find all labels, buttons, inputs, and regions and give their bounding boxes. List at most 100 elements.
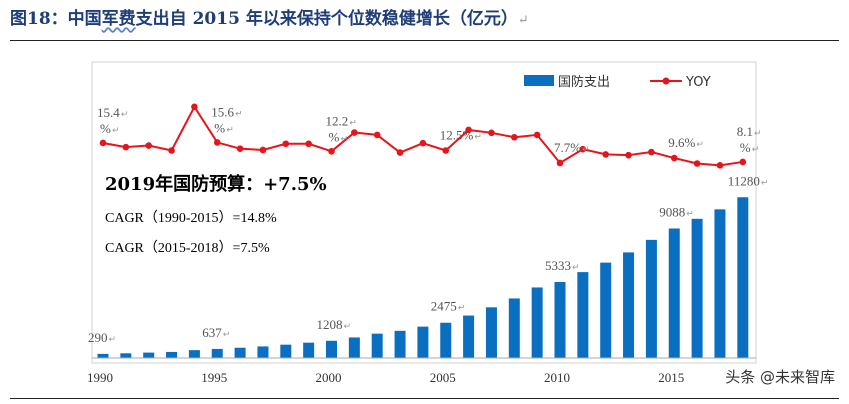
figure-title-underlined: 军费 bbox=[101, 9, 136, 29]
bar-2002 bbox=[371, 333, 383, 358]
yoy-point-1999 bbox=[305, 140, 312, 148]
yoy-point-2009 bbox=[533, 131, 541, 139]
bar-1995 bbox=[211, 348, 223, 358]
bar-2003 bbox=[394, 330, 406, 358]
legend-line-label: YOY bbox=[685, 75, 711, 90]
bottom-rule bbox=[10, 398, 839, 399]
bar-label-mark-2018: ↵ bbox=[761, 178, 769, 188]
yoy-point-2012 bbox=[602, 151, 609, 158]
bar-2000 bbox=[326, 340, 337, 358]
bar-1993 bbox=[166, 351, 178, 358]
yoy-label-2010: 7.7% bbox=[554, 140, 581, 155]
yoy-label-1995: 15.6 bbox=[211, 104, 234, 119]
top-rule bbox=[10, 40, 839, 41]
annotation-cagr-1: CAGR（1990-2015）=14.8% bbox=[105, 210, 277, 226]
bar-label-2015: 9088 bbox=[659, 204, 685, 219]
legend-line-marker bbox=[662, 77, 670, 85]
yoy-point-1995 bbox=[213, 139, 221, 146]
annotation-cagr-2: CAGR（2015-2018）=7.5% bbox=[105, 240, 270, 256]
bar-1994 bbox=[188, 350, 200, 358]
yoy-label-2000: 12.2 bbox=[326, 113, 349, 128]
yoy-label-mark-2000: ↵ bbox=[349, 118, 357, 128]
bar-label-1990: 290 bbox=[88, 330, 108, 345]
bar-2007 bbox=[485, 307, 497, 358]
bar-label-mark-1990: ↵ bbox=[109, 335, 117, 345]
x-tick-2010: 2010 bbox=[544, 370, 570, 385]
yoy-point-2006 bbox=[465, 126, 472, 134]
yoy-point-2008 bbox=[511, 133, 518, 141]
bar-2004 bbox=[417, 326, 429, 358]
yoy-point-2005 bbox=[442, 147, 450, 154]
yoy-point-2013 bbox=[625, 151, 632, 159]
yoy-point-2015 bbox=[670, 154, 678, 162]
yoy-point-1998 bbox=[282, 140, 290, 148]
bar-label-mark-2005: ↵ bbox=[458, 304, 466, 314]
line-series bbox=[99, 103, 747, 169]
yoy-label-mark-2018: ↵ bbox=[754, 129, 762, 139]
bar-1991 bbox=[120, 353, 132, 358]
x-tick-2000: 2000 bbox=[316, 370, 342, 385]
bar-2014 bbox=[645, 239, 657, 358]
yoy-point-2011 bbox=[579, 145, 587, 153]
yoy-point-2014 bbox=[648, 148, 655, 156]
bar-2017 bbox=[714, 209, 726, 358]
figure-title-prefix: 图18：中国 bbox=[10, 9, 102, 29]
yoy-label-mark-1995: ↵ bbox=[235, 109, 243, 119]
bar-label-mark-2010: ↵ bbox=[572, 263, 580, 273]
legend-bar-swatch bbox=[524, 75, 554, 86]
bar-label-mark-2015: ↵ bbox=[686, 209, 694, 219]
legend: 国防支出 YOY bbox=[524, 74, 711, 90]
yoy-point-2002 bbox=[373, 131, 381, 139]
bar-label-1995: 637 bbox=[202, 325, 222, 340]
yoy-point-2010 bbox=[556, 159, 564, 167]
yoy-point-1990 bbox=[99, 139, 107, 147]
yoy-point-1996 bbox=[236, 145, 244, 152]
bar-1997 bbox=[257, 346, 269, 358]
title-return-mark: ↵ bbox=[517, 13, 529, 28]
yoy-point-2016 bbox=[693, 160, 701, 167]
bar-2009 bbox=[531, 287, 543, 358]
yoy-label-pct-2000: % bbox=[329, 129, 340, 144]
bar-series bbox=[97, 197, 749, 358]
yoy-label-pct-mark-1995: ↵ bbox=[226, 125, 234, 135]
figure-title: 图18：中国军费支出自 2015 年以来保持个位数稳健增长（亿元）↵ bbox=[10, 4, 529, 29]
bar-2015 bbox=[668, 228, 680, 358]
yoy-label-2005: 12.5% bbox=[440, 128, 474, 143]
bar-label-2010: 5333 bbox=[545, 258, 571, 273]
bar-label-mark-2000: ↵ bbox=[344, 322, 352, 332]
x-tick-1990: 1990 bbox=[87, 370, 113, 385]
yoy-label-pct-mark-2018: ↵ bbox=[752, 145, 760, 155]
bar-1990 bbox=[97, 353, 109, 358]
bar-2010 bbox=[554, 282, 566, 358]
yoy-label-pct-mark-2000: ↵ bbox=[341, 134, 349, 144]
bar-1996 bbox=[234, 347, 246, 358]
bar-2006 bbox=[463, 315, 475, 358]
x-tick-1995: 1995 bbox=[201, 370, 227, 385]
yoy-point-2004 bbox=[419, 139, 427, 147]
yoy-point-1991 bbox=[122, 143, 130, 151]
bar-label-mark-1995: ↵ bbox=[223, 330, 231, 340]
annotation-budget: 2019年国防预算：+7.5% bbox=[105, 173, 327, 195]
bar-2001 bbox=[348, 337, 360, 358]
bar-1998 bbox=[280, 344, 292, 358]
yoy-label-pct-2018: % bbox=[740, 140, 751, 155]
bar-1999 bbox=[303, 342, 315, 358]
bar-label-2018: 11280 bbox=[728, 173, 760, 188]
yoy-line bbox=[102, 104, 743, 167]
x-tick-2015: 2015 bbox=[658, 370, 684, 385]
bar-1992 bbox=[143, 352, 155, 358]
yoy-point-1992 bbox=[145, 142, 152, 149]
bar-2011 bbox=[577, 272, 589, 358]
yoy-label-pct-1995: % bbox=[214, 120, 225, 135]
bar-2012 bbox=[600, 262, 612, 358]
yoy-label-mark-2010: ↵ bbox=[582, 145, 590, 155]
yoy-label-mark-1990: ↵ bbox=[121, 110, 129, 120]
figure-title-suffix: 支出自 2015 年以来保持个位数稳健增长（亿元） bbox=[135, 9, 518, 29]
yoy-label-2015: 9.6% bbox=[668, 135, 695, 150]
yoy-point-2000 bbox=[328, 147, 335, 155]
yoy-label-2018: 8.1 bbox=[737, 124, 753, 139]
bar-2008 bbox=[508, 298, 520, 358]
yoy-point-2001 bbox=[351, 129, 358, 136]
yoy-label-pct-1990: % bbox=[100, 121, 111, 136]
